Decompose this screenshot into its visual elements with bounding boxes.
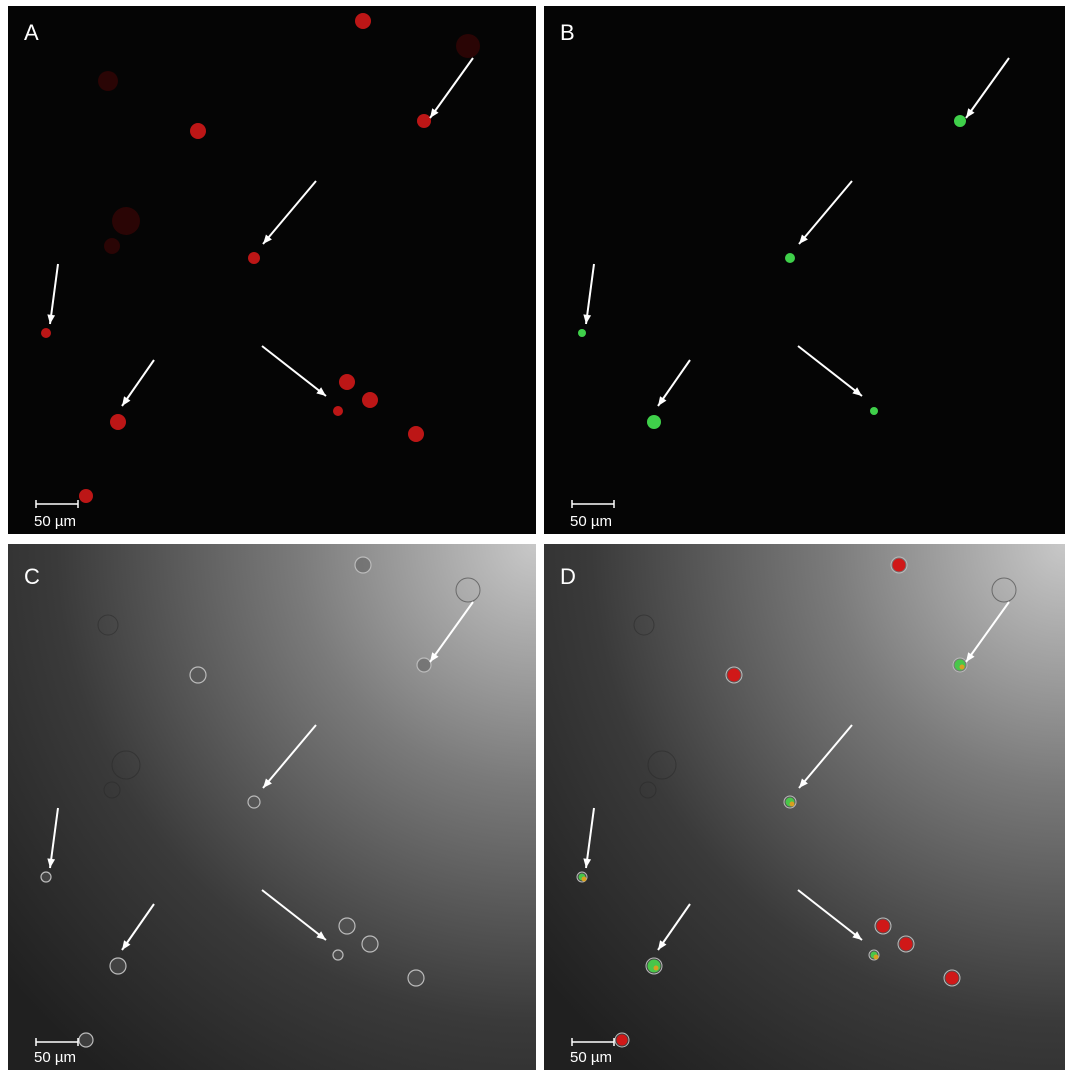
background: [544, 6, 1065, 534]
panel-label: D: [560, 564, 576, 589]
cell: [648, 960, 661, 973]
panel-d: D 50 µm: [544, 544, 1065, 1070]
faint-cell: [456, 34, 480, 58]
cell: [362, 392, 378, 408]
cell: [41, 872, 51, 882]
cell: [877, 920, 890, 933]
cell: [248, 252, 260, 264]
cell: [110, 414, 126, 430]
cell: [870, 407, 878, 415]
faint-cell: [98, 71, 118, 91]
cell: [339, 918, 355, 934]
cell: [339, 374, 355, 390]
cell: [417, 114, 431, 128]
cell: [408, 426, 424, 442]
cell: [355, 13, 371, 29]
panel-c: C 50 µm: [8, 544, 536, 1070]
cell: [41, 328, 51, 338]
cell: [790, 802, 795, 807]
panel-b: B 50 µm: [544, 6, 1065, 534]
cell: [647, 415, 661, 429]
cell: [578, 329, 586, 337]
cell: [248, 796, 260, 808]
cell: [79, 489, 93, 503]
scale-label: 50 µm: [570, 1049, 612, 1066]
cell: [617, 1035, 628, 1046]
panel-a: A 50 µm: [8, 6, 536, 534]
scale-label: 50 µm: [34, 1049, 76, 1066]
cell: [654, 966, 659, 971]
panel-label: C: [24, 564, 40, 589]
scale-label: 50 µm: [34, 513, 76, 530]
cell: [893, 559, 906, 572]
cell: [355, 557, 371, 573]
cell: [954, 115, 966, 127]
cell: [190, 123, 206, 139]
cell: [955, 660, 966, 671]
cell: [728, 669, 741, 682]
cell: [408, 970, 424, 986]
panel-label: A: [24, 20, 39, 45]
cell: [79, 1033, 93, 1047]
cell: [190, 667, 206, 683]
cell: [946, 972, 959, 985]
faint-cell: [112, 207, 140, 235]
background: [8, 6, 536, 534]
scale-label: 50 µm: [570, 513, 612, 530]
panel-label: B: [560, 20, 575, 45]
cell: [785, 253, 795, 263]
faint-cell: [104, 238, 120, 254]
cell: [362, 936, 378, 952]
cell: [333, 406, 343, 416]
cell: [874, 955, 879, 960]
cell: [900, 938, 913, 951]
cell: [333, 950, 343, 960]
figure: A 50 µm B 50 µm C 50 µm D 50 µm (() => {…: [0, 0, 1069, 1072]
cell: [417, 658, 431, 672]
cell: [960, 665, 965, 670]
cell: [582, 877, 587, 882]
cell: [110, 958, 126, 974]
background: [544, 544, 1065, 1070]
